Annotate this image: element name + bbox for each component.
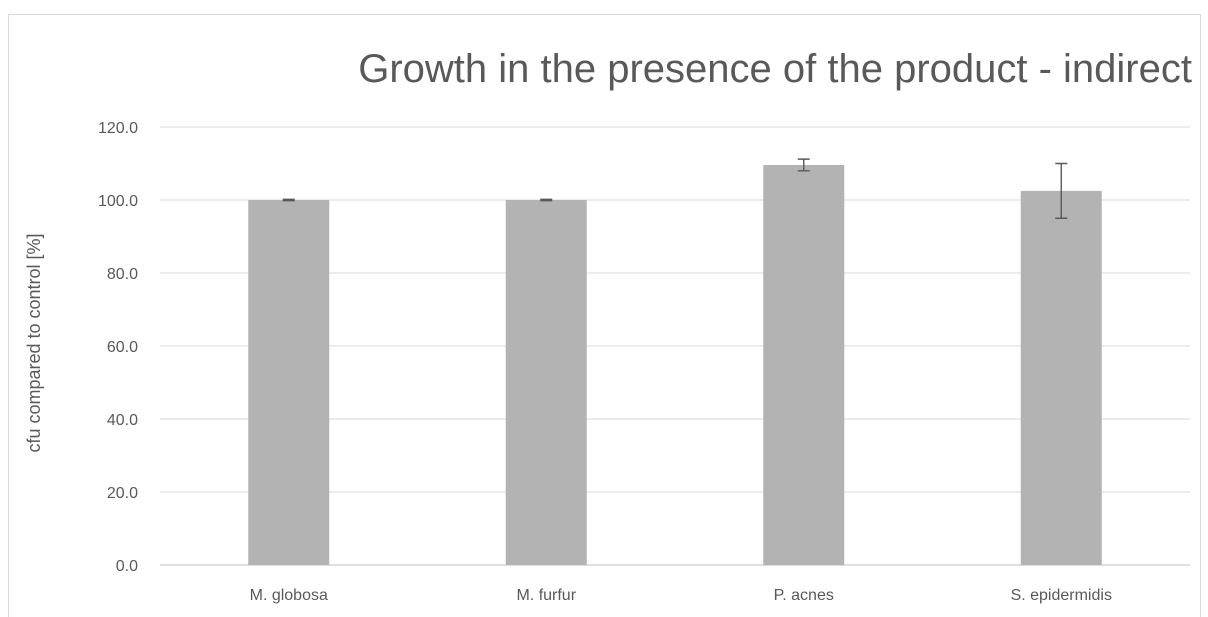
bar — [505, 200, 587, 565]
y-tick-label: 80.0 — [107, 266, 138, 283]
y-tick-label: 40.0 — [107, 412, 138, 429]
y-tick-label: 20.0 — [107, 485, 138, 502]
chart-title: Growth in the presence of the product - … — [358, 47, 1192, 91]
bar — [1020, 190, 1102, 565]
bar — [763, 164, 845, 565]
y-tick-labels: 0.0 20.0 40.0 60.0 80.0 100.0 120.0 — [98, 120, 138, 575]
error-bar — [282, 198, 295, 202]
y-tick-label: 60.0 — [107, 339, 138, 356]
error-bar — [540, 198, 553, 202]
gridlines — [160, 126, 1190, 566]
bars — [248, 164, 1102, 565]
x-tick-label: M. globosa — [250, 587, 328, 604]
chart-frame — [8, 14, 1201, 617]
x-tick-labels: M. globosa M. furfur P. acnes S. epidermidi… — [250, 587, 1112, 604]
x-tick-label: M. furfur — [516, 587, 576, 604]
error-bar — [1055, 162, 1068, 219]
y-tick-label: 100.0 — [98, 193, 138, 210]
x-tick-label: S. epidermidis — [1011, 587, 1112, 604]
x-tick-label: P. acnes — [774, 587, 834, 604]
y-axis-label: cfu compared to control [%] — [24, 233, 44, 452]
error-bars — [282, 158, 1068, 219]
y-tick-label: 120.0 — [98, 120, 138, 137]
error-bar — [797, 158, 810, 172]
y-tick-label: 0.0 — [116, 558, 138, 575]
bar — [248, 200, 330, 565]
